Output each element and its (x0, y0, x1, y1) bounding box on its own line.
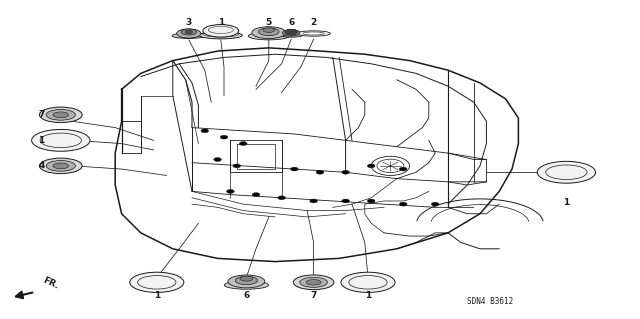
Circle shape (220, 135, 228, 139)
Text: 2: 2 (310, 18, 317, 27)
Circle shape (285, 29, 297, 35)
Text: 6: 6 (243, 291, 250, 300)
Ellipse shape (224, 281, 269, 289)
Text: SDN4 B3612: SDN4 B3612 (467, 297, 513, 306)
Text: 4: 4 (38, 161, 45, 170)
Circle shape (316, 170, 324, 174)
Ellipse shape (46, 160, 76, 171)
Ellipse shape (46, 109, 76, 120)
Ellipse shape (40, 107, 82, 122)
Ellipse shape (293, 275, 334, 290)
Ellipse shape (203, 25, 239, 37)
Text: 1: 1 (38, 136, 45, 145)
Text: 1: 1 (563, 198, 570, 207)
Ellipse shape (130, 272, 184, 293)
Text: 1: 1 (218, 18, 224, 27)
Text: 5: 5 (266, 18, 272, 27)
Ellipse shape (236, 276, 257, 285)
Text: 6: 6 (288, 18, 294, 27)
Circle shape (342, 170, 349, 174)
Circle shape (252, 193, 260, 197)
Ellipse shape (53, 112, 68, 118)
Ellipse shape (282, 29, 300, 36)
Circle shape (214, 158, 221, 161)
Circle shape (399, 167, 407, 171)
Circle shape (233, 164, 241, 168)
Text: FR.: FR. (42, 275, 60, 290)
Circle shape (367, 164, 375, 168)
Ellipse shape (306, 279, 321, 285)
Circle shape (399, 202, 407, 206)
Circle shape (431, 202, 439, 206)
Ellipse shape (259, 28, 279, 36)
Ellipse shape (279, 33, 303, 37)
Ellipse shape (240, 276, 253, 281)
Circle shape (278, 196, 285, 200)
Circle shape (310, 199, 317, 203)
Circle shape (201, 129, 209, 133)
Circle shape (185, 30, 193, 34)
Ellipse shape (177, 29, 201, 38)
Ellipse shape (263, 28, 275, 33)
Circle shape (239, 142, 247, 145)
Text: 1: 1 (365, 291, 371, 300)
Ellipse shape (228, 275, 265, 288)
Circle shape (342, 199, 349, 203)
Ellipse shape (537, 161, 596, 183)
Ellipse shape (248, 32, 289, 40)
Ellipse shape (303, 32, 324, 35)
Text: 7: 7 (310, 291, 317, 300)
Ellipse shape (172, 33, 205, 38)
Ellipse shape (199, 32, 243, 39)
Ellipse shape (40, 158, 82, 174)
Ellipse shape (297, 31, 330, 36)
Text: 3: 3 (186, 18, 192, 27)
Text: 1: 1 (154, 291, 160, 300)
Circle shape (291, 167, 298, 171)
Circle shape (367, 199, 375, 203)
Ellipse shape (300, 277, 328, 287)
Ellipse shape (53, 163, 68, 169)
Ellipse shape (252, 27, 286, 39)
Text: 7: 7 (38, 110, 45, 119)
Circle shape (227, 189, 234, 193)
Ellipse shape (341, 272, 395, 293)
Ellipse shape (181, 29, 196, 35)
Ellipse shape (31, 130, 90, 151)
